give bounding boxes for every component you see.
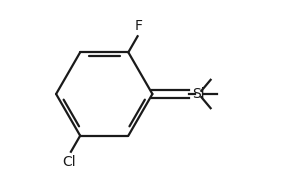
Text: Cl: Cl <box>63 155 76 169</box>
Text: Si: Si <box>192 87 205 101</box>
Text: F: F <box>135 20 142 33</box>
